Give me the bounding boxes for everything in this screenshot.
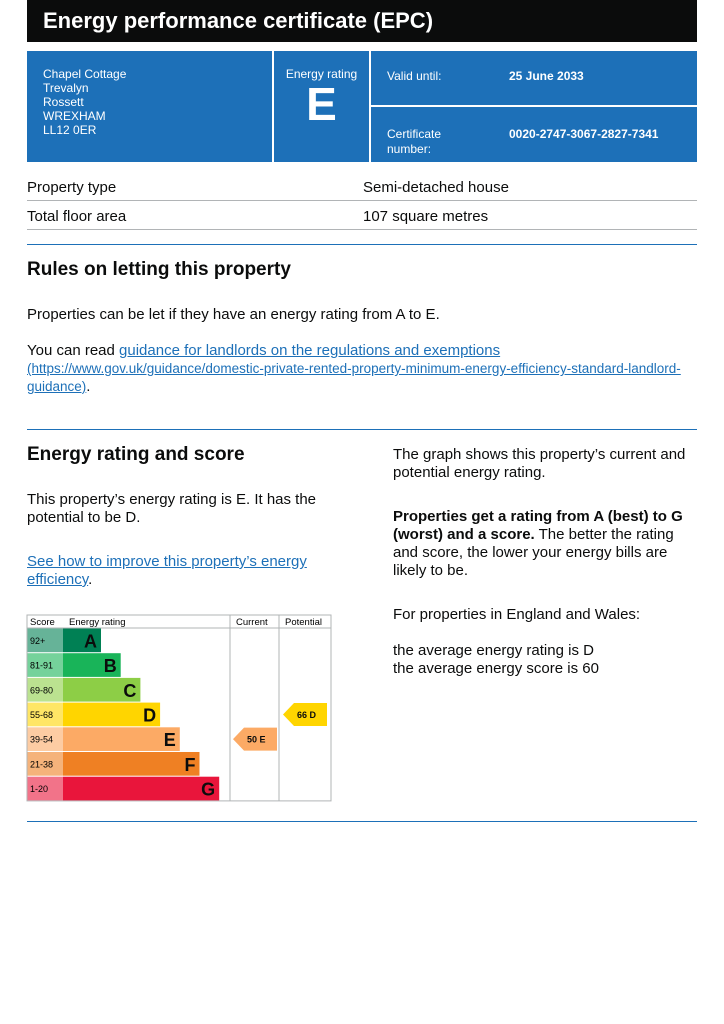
- column-header: Potential: [285, 617, 322, 628]
- valid-label: Valid until:: [387, 69, 442, 83]
- divider: [27, 429, 697, 430]
- potential-label: 66 D: [297, 710, 317, 720]
- paragraph: Properties get a rating from A (best) to…: [393, 508, 699, 580]
- text: You can read: [27, 342, 115, 359]
- score-cell: [27, 628, 63, 653]
- address-line: WREXHAM: [43, 109, 106, 123]
- rating-box: Energy rating E: [274, 51, 369, 162]
- rating-letter: F: [185, 755, 196, 775]
- text: the average energy rating is D: [393, 642, 594, 659]
- rating-bar: [63, 752, 200, 776]
- paragraph: For properties in England and Wales:: [393, 606, 641, 623]
- score-cell: [27, 702, 63, 727]
- score-cell: [27, 752, 63, 776]
- property-label: Total floor area: [27, 208, 127, 225]
- score-cell: [27, 776, 63, 801]
- score-label: 1-20: [30, 784, 48, 794]
- divider: [27, 244, 697, 245]
- score-cell: [27, 677, 63, 702]
- score-label: 81-91: [30, 661, 53, 671]
- address-line: Rossett: [43, 95, 84, 109]
- cert-value: 0020-2747-3067-2827-7341: [509, 127, 659, 141]
- paragraph: See how to improve this property’s energ…: [27, 553, 337, 589]
- rating: E: [306, 78, 337, 130]
- column-header: Current: [236, 617, 268, 628]
- valid-box: Valid until: 25 June 2033: [371, 51, 697, 105]
- valid-value: 25 June 2033: [509, 69, 584, 83]
- address: Chapel Cottage Trevalyn Rossett WREXHAM …: [27, 51, 272, 162]
- address-line: Trevalyn: [43, 81, 89, 95]
- rating-bar: [63, 653, 121, 677]
- rating-letter: E: [164, 730, 176, 750]
- bold-text: Properties get a rating from A (best) to…: [393, 508, 683, 543]
- potential-score: 66: [297, 710, 307, 720]
- potential-arrow: [283, 702, 327, 726]
- paragraph: The graph shows this property’s current …: [393, 446, 686, 481]
- current-label: 50 E: [247, 735, 266, 745]
- score-label: 55-68: [30, 710, 53, 720]
- text: the average energy score is 60: [393, 660, 599, 677]
- rating-label: Energy rating: [285, 67, 358, 81]
- rating-bar: [63, 727, 180, 751]
- address-line: Chapel Cottage: [43, 67, 127, 81]
- rating-letter: G: [201, 780, 215, 800]
- score-cell: [27, 727, 63, 751]
- link[interactable]: See how to improve this property’s energ…: [27, 553, 307, 588]
- paragraph: You can read guidance for landlords on t…: [27, 342, 699, 396]
- divider: [27, 821, 697, 822]
- score-label: 69-80: [30, 685, 53, 695]
- paragraph: Properties can be let if they have an en…: [27, 306, 440, 323]
- text: .: [88, 571, 93, 588]
- property-value: Semi-detached house: [363, 179, 509, 196]
- potential-band: D: [310, 710, 317, 720]
- address-line: LL12 0ER: [43, 123, 97, 137]
- link-url[interactable]: (https://www.gov.uk/guidance/domestic-pr…: [27, 361, 681, 394]
- property-row: Total floor area 107 square metres: [27, 201, 697, 230]
- property-row: Property type Semi-detached house: [27, 172, 697, 201]
- column-header: Score: [30, 617, 55, 628]
- rating-letter: B: [104, 656, 117, 676]
- current-score: 50: [247, 735, 257, 745]
- link[interactable]: guidance for landlords on the regulation…: [119, 342, 501, 359]
- rating-letter: A: [84, 631, 97, 651]
- current-arrow: [233, 727, 277, 751]
- text: .: [86, 378, 91, 395]
- property-label: Property type: [27, 179, 117, 196]
- rating-letter: C: [123, 681, 136, 701]
- score-cell: [27, 653, 63, 677]
- cert-box: Certificate number: 0020-2747-3067-2827-…: [371, 107, 697, 162]
- score-label: 39-54: [30, 735, 53, 745]
- current-band: E: [260, 735, 266, 745]
- text: The better the rating and score, the low…: [393, 526, 674, 579]
- rating-chart: Score Energy rating Current Potential 92+ A 81…: [26, 614, 332, 802]
- paragraph: This property’s energy rating is E. It h…: [27, 491, 317, 526]
- rating-letter: D: [143, 705, 156, 725]
- rating-bar: [63, 628, 101, 653]
- title: Energy performance certificate (EPC): [27, 0, 697, 42]
- rating-bar: [63, 776, 220, 801]
- heading: Rules on letting this property: [27, 259, 291, 280]
- column-header: Energy rating: [69, 617, 126, 628]
- score-label: 21-38: [30, 759, 53, 769]
- heading: Energy rating and score: [27, 444, 245, 465]
- score-label: 92+: [30, 636, 45, 646]
- property-value: 107 square metres: [363, 208, 489, 225]
- cert-label: Certificate number:: [387, 127, 442, 156]
- rating-bar: [63, 677, 141, 702]
- rating-bar: [63, 702, 161, 727]
